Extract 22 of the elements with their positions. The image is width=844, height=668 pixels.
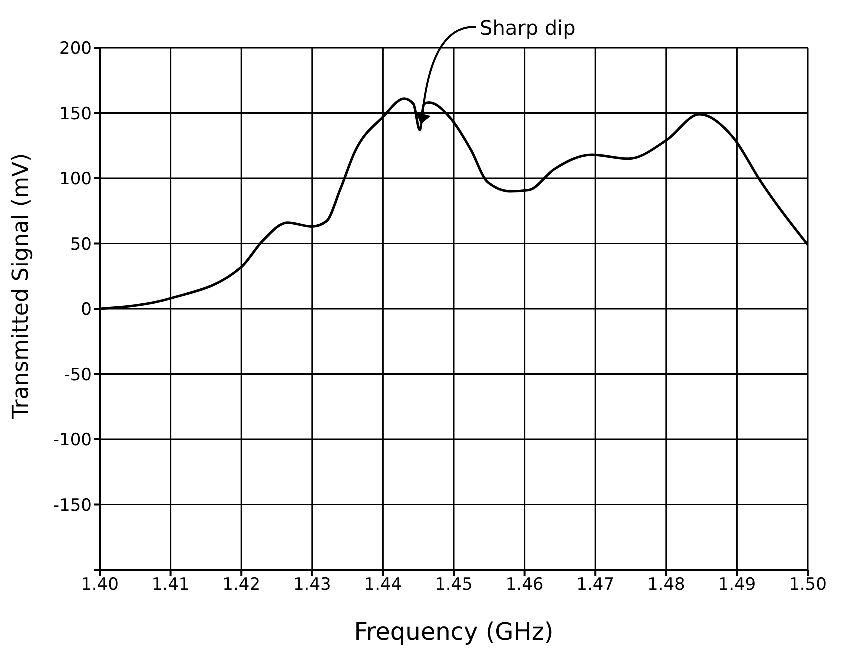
annotation: Sharp dip — [480, 16, 576, 40]
x-tick-label: 1.42 — [222, 575, 261, 596]
y-tick-label: -50 — [64, 365, 92, 386]
y-tick-label: 50 — [70, 234, 92, 255]
x-tick-label: 1.48 — [647, 575, 686, 596]
x-tick-label: 1.44 — [364, 575, 402, 596]
x-tick-label: 1.50 — [789, 575, 827, 596]
y-tick-label: -100 — [53, 430, 92, 451]
x-tick-label: 1.47 — [576, 575, 615, 596]
x-tick-label: 1.43 — [293, 575, 332, 596]
y-tick-label: 0 — [81, 300, 92, 320]
y-tick-label: 100 — [60, 170, 92, 190]
y-axis-title: Transmitted Signal (mV) — [8, 153, 34, 420]
x-tick-label: 1.41 — [152, 575, 190, 596]
x-axis-title: Frequency (GHz) — [354, 618, 554, 646]
x-tick-label: 1.46 — [506, 575, 544, 596]
x-tick-label: 1.49 — [718, 575, 756, 596]
y-tick-label: -150 — [53, 496, 92, 516]
y-tick-label: 150 — [60, 104, 92, 124]
y-tick-label: 200 — [60, 39, 92, 60]
x-tick-label: 1.40 — [81, 575, 119, 596]
x-tick-label: 1.45 — [435, 575, 473, 596]
